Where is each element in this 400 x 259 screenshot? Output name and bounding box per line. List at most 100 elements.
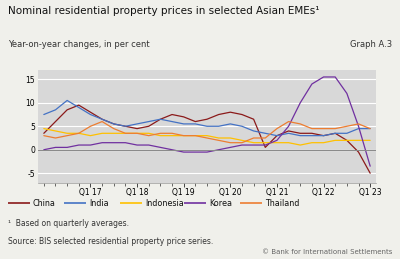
China: [286, 130, 291, 133]
China: [263, 146, 268, 149]
Indonesia: [263, 141, 268, 144]
Korea: [123, 141, 128, 144]
India: [274, 134, 279, 137]
Indonesia: [333, 139, 338, 142]
Korea: [356, 125, 361, 128]
India: [53, 108, 58, 111]
Text: Graph A.3: Graph A.3: [350, 40, 392, 49]
Korea: [135, 143, 140, 147]
Text: Thailand: Thailand: [265, 199, 299, 208]
Indonesia: [274, 141, 279, 144]
Thailand: [111, 127, 116, 130]
Indonesia: [193, 134, 198, 137]
Korea: [368, 165, 372, 168]
Thailand: [193, 134, 198, 137]
Line: Korea: Korea: [44, 77, 370, 166]
Thailand: [310, 127, 314, 130]
Thailand: [286, 120, 291, 123]
China: [88, 111, 93, 114]
India: [263, 132, 268, 135]
China: [228, 111, 233, 114]
Korea: [146, 143, 151, 147]
India: [286, 132, 291, 135]
Thailand: [344, 125, 349, 128]
Indonesia: [65, 132, 70, 135]
Thailand: [76, 132, 81, 135]
Line: Indonesia: Indonesia: [44, 129, 370, 145]
Thailand: [42, 134, 46, 137]
Text: India: India: [89, 199, 108, 208]
Korea: [333, 75, 338, 78]
India: [65, 99, 70, 102]
Thailand: [158, 132, 163, 135]
Indonesia: [356, 139, 361, 142]
China: [53, 120, 58, 123]
Text: ¹  Based on quarterly averages.: ¹ Based on quarterly averages.: [8, 219, 129, 228]
Text: Indonesia: Indonesia: [145, 199, 184, 208]
Thailand: [170, 132, 174, 135]
Indonesia: [298, 143, 303, 147]
Thailand: [88, 125, 93, 128]
Korea: [65, 146, 70, 149]
Indonesia: [100, 132, 104, 135]
China: [158, 118, 163, 121]
China: [146, 125, 151, 128]
Indonesia: [216, 136, 221, 140]
China: [368, 172, 372, 175]
India: [135, 122, 140, 125]
India: [123, 125, 128, 128]
India: [321, 134, 326, 137]
Korea: [53, 146, 58, 149]
China: [344, 139, 349, 142]
Text: © Bank for International Settlements: © Bank for International Settlements: [262, 249, 392, 255]
India: [76, 106, 81, 109]
Korea: [193, 150, 198, 154]
China: [181, 115, 186, 118]
Indonesia: [344, 139, 349, 142]
China: [321, 134, 326, 137]
Line: India: India: [44, 100, 370, 136]
Text: Nominal residential property prices in selected Asian EMEs¹: Nominal residential property prices in s…: [8, 6, 320, 17]
India: [42, 113, 46, 116]
Thailand: [123, 132, 128, 135]
China: [76, 104, 81, 107]
Text: Korea: Korea: [209, 199, 232, 208]
India: [228, 122, 233, 125]
Korea: [274, 139, 279, 142]
Indonesia: [240, 139, 244, 142]
India: [240, 125, 244, 128]
Thailand: [100, 120, 104, 123]
China: [333, 132, 338, 135]
India: [88, 113, 93, 116]
India: [146, 120, 151, 123]
Korea: [263, 143, 268, 147]
Korea: [298, 101, 303, 104]
Thailand: [146, 134, 151, 137]
Thailand: [204, 136, 210, 140]
Line: China: China: [44, 105, 370, 173]
Indonesia: [146, 132, 151, 135]
Korea: [310, 82, 314, 85]
China: [111, 122, 116, 125]
India: [368, 127, 372, 130]
Text: Year-on-year changes, in per cent: Year-on-year changes, in per cent: [8, 40, 150, 49]
Thailand: [65, 134, 70, 137]
Korea: [170, 148, 174, 151]
Indonesia: [42, 127, 46, 130]
India: [216, 125, 221, 128]
China: [100, 118, 104, 121]
Line: Thailand: Thailand: [44, 121, 370, 143]
Thailand: [240, 141, 244, 144]
Indonesia: [251, 141, 256, 144]
China: [310, 132, 314, 135]
Thailand: [181, 134, 186, 137]
India: [344, 132, 349, 135]
Indonesia: [123, 132, 128, 135]
Indonesia: [368, 139, 372, 142]
Indonesia: [204, 134, 210, 137]
Thailand: [298, 122, 303, 125]
China: [204, 118, 210, 121]
Thailand: [53, 136, 58, 140]
Korea: [158, 146, 163, 149]
Korea: [240, 143, 244, 147]
